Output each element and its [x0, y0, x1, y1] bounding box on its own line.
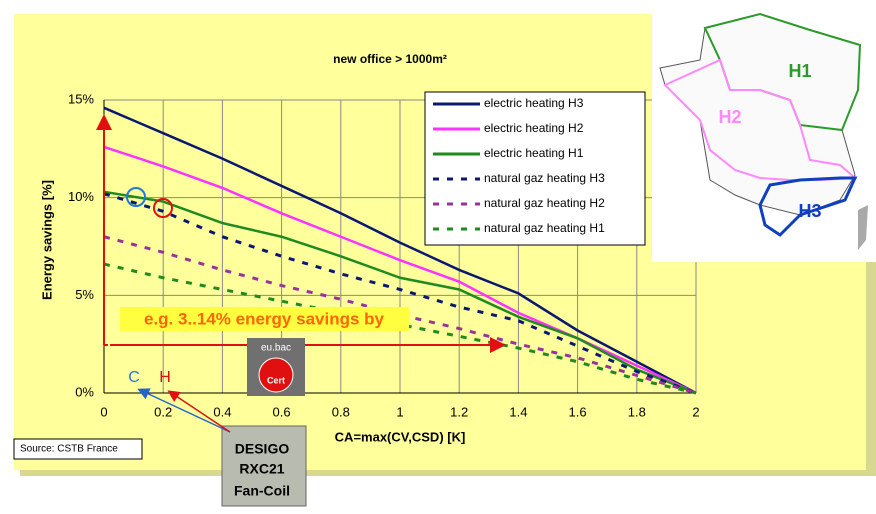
x-tick-label: 0.6 [273, 404, 291, 419]
series-line [103, 192, 697, 395]
x-tick-label: 0.8 [332, 404, 350, 419]
logo-seal [258, 357, 294, 393]
x-tick-label: 0 [100, 404, 107, 419]
legend-label: natural gaz heating H2 [484, 196, 605, 210]
x-tick-label: 0.2 [154, 404, 172, 419]
map-label: H2 [718, 107, 741, 127]
y-axis-label: Energy savings [%] [39, 180, 54, 300]
legend-label: electric heating H1 [484, 146, 584, 160]
map-label: H3 [798, 201, 821, 221]
logo: eu.bac Cert [247, 338, 305, 396]
series-line [103, 106, 697, 395]
cooling-marker [126, 187, 146, 207]
device-label: DESIGO [235, 441, 290, 457]
y-tick-label: 15% [68, 91, 94, 106]
x-tick-label: 0.4 [213, 404, 231, 419]
device-body [221, 425, 307, 507]
device-arrow [167, 390, 231, 433]
cooling-label: C [128, 369, 140, 386]
source-box [13, 438, 143, 460]
map-inset: H1 H2 H3 [652, 8, 876, 262]
legend-entries: electric heating H3 electric heating H2 el… [433, 96, 605, 235]
y-tick-label: 5% [75, 287, 94, 302]
device-label: RXC21 [239, 461, 284, 477]
map-zone-h2 [663, 58, 858, 181]
savings-note: e.g. 3..14% energy savings by [144, 309, 385, 328]
x-tick-label: 1.6 [569, 404, 587, 419]
x-axis-label: CA=max(CV,CSD) [K] [335, 429, 466, 444]
legend-label: natural gaz heating H3 [484, 171, 605, 185]
x-tick-label: 1 [396, 404, 403, 419]
savings-box [120, 307, 409, 331]
heating-label: H [159, 369, 171, 386]
heating-marker [153, 198, 173, 218]
chart-title: new office > 1000m² [333, 52, 447, 66]
y-tick-label: 10% [68, 189, 94, 204]
logo-text: eu.bac [261, 343, 291, 354]
map-label: H1 [788, 61, 811, 81]
logo-text: Cert [267, 375, 285, 385]
device: DESIGO RXC21 Fan-Coil [221, 425, 307, 507]
x-tick-label: 1.8 [628, 404, 646, 419]
y-tick-label: 0% [75, 384, 94, 399]
legend [424, 91, 646, 246]
source: Source: CSTB France [20, 444, 118, 455]
series-line [103, 190, 697, 395]
legend-label: electric heating H3 [484, 96, 584, 110]
plot: 0 0.2 0.4 0.6 0.8 1 1.2 1.4 1.6 1.8 2 0% 5% 10% 15% [68, 91, 700, 419]
map-corsica [858, 205, 868, 250]
x-tick-label: 1.4 [509, 404, 527, 419]
map-zone-h3 [758, 176, 858, 237]
x-tick-label: 1.2 [450, 404, 468, 419]
legend-label: electric heating H2 [484, 121, 584, 135]
legend-label: natural gaz heating H1 [484, 221, 605, 235]
x-tick-label: 2 [692, 404, 699, 419]
series-line [103, 262, 697, 395]
series-line [103, 235, 697, 395]
device-label: Fan-Coil [234, 483, 290, 499]
device-arrow [137, 388, 231, 433]
